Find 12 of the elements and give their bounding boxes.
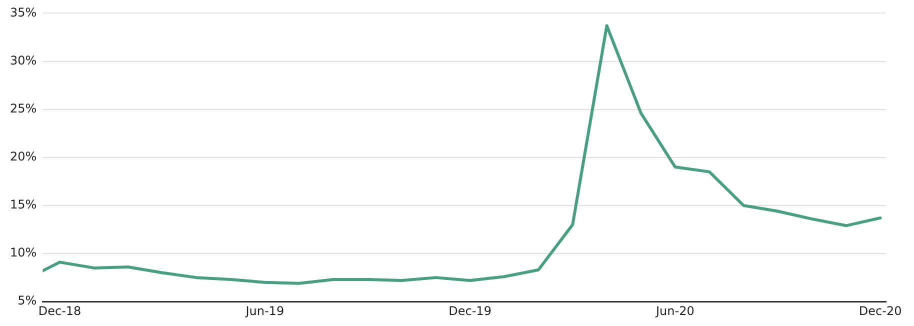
x-tick-label: Jun-20 xyxy=(654,304,694,318)
y-tick-label: 5% xyxy=(18,294,37,308)
y-tick-label: 10% xyxy=(10,246,37,260)
x-tick-label: Dec-20 xyxy=(858,304,902,318)
y-tick-label: 25% xyxy=(10,101,37,116)
y-tick-label: 30% xyxy=(10,53,37,68)
x-tick-label: Jun-19 xyxy=(244,304,284,318)
y-tick-label: 35% xyxy=(10,5,37,20)
x-tick-label: Dec-18 xyxy=(38,304,82,318)
x-tick-label: Dec-19 xyxy=(448,304,492,318)
y-tick-label: 20% xyxy=(10,150,37,164)
y-tick-label: 15% xyxy=(10,198,37,212)
